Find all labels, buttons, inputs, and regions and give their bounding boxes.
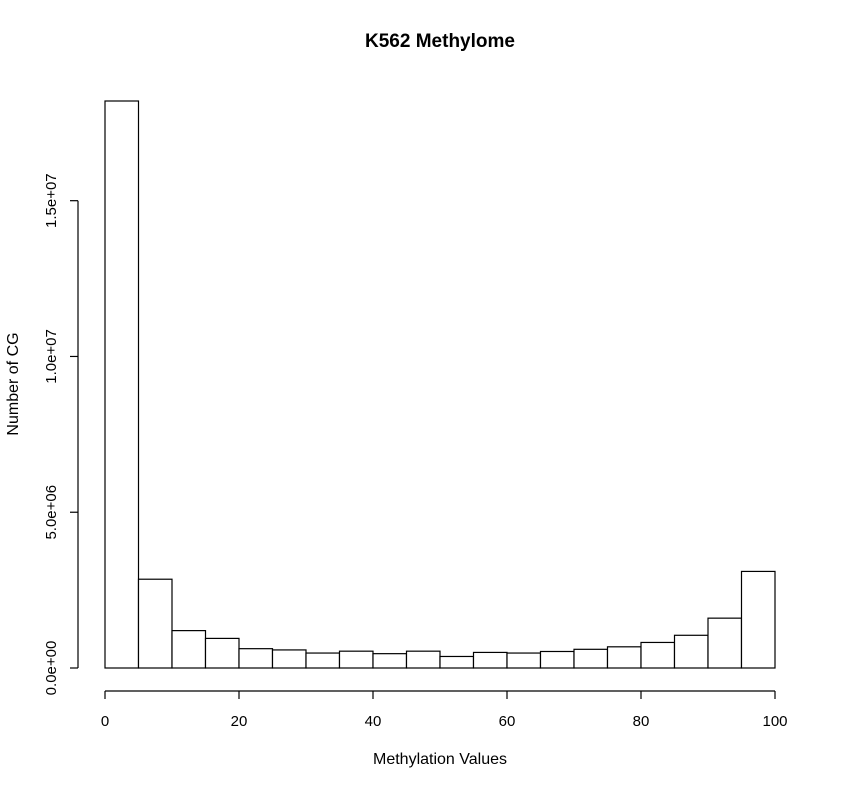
bars-group <box>104 100 776 669</box>
histogram-bar <box>707 617 743 669</box>
y-axis-label: Number of CG <box>5 332 22 435</box>
histogram-bar <box>573 648 609 669</box>
histogram-bar <box>238 648 274 669</box>
x-tick-label: 80 <box>633 713 650 730</box>
y-axis: 0.0e+00 5.0e+06 1.0e+07 1.5e+07 <box>43 173 79 696</box>
histogram-bar <box>338 650 374 669</box>
histogram-bar <box>204 637 240 669</box>
x-tick-label: 100 <box>762 713 787 730</box>
x-axis-label: Methylation Values <box>373 751 507 768</box>
histogram-bar <box>137 578 173 669</box>
histogram-bar <box>606 646 642 669</box>
histogram-bar <box>472 651 508 669</box>
x-tick-label: 20 <box>231 713 248 730</box>
histogram-bar <box>171 630 207 669</box>
y-tick-label: 1.5e+07 <box>43 173 60 228</box>
histogram-bar <box>673 634 709 669</box>
histogram-bar <box>305 652 341 669</box>
x-tick-label: 0 <box>101 713 109 730</box>
x-axis: 0 20 40 60 80 100 <box>101 690 788 730</box>
y-tick-label: 0.0e+00 <box>43 641 60 696</box>
histogram-bar <box>640 641 676 669</box>
chart-title: K562 Methylome <box>365 31 515 52</box>
y-tick-label: 1.0e+07 <box>43 329 60 384</box>
histogram-bar <box>271 649 307 669</box>
histogram-bar <box>439 655 475 669</box>
x-tick-label: 60 <box>499 713 516 730</box>
histogram-bar <box>405 650 441 669</box>
x-tick-label: 40 <box>365 713 382 730</box>
histogram-bar <box>104 100 140 669</box>
histogram-bar <box>740 570 776 669</box>
histogram-bar <box>506 652 542 669</box>
histogram-bar <box>372 653 408 669</box>
y-tick-label: 5.0e+06 <box>43 485 60 540</box>
histogram-bar <box>539 650 575 669</box>
